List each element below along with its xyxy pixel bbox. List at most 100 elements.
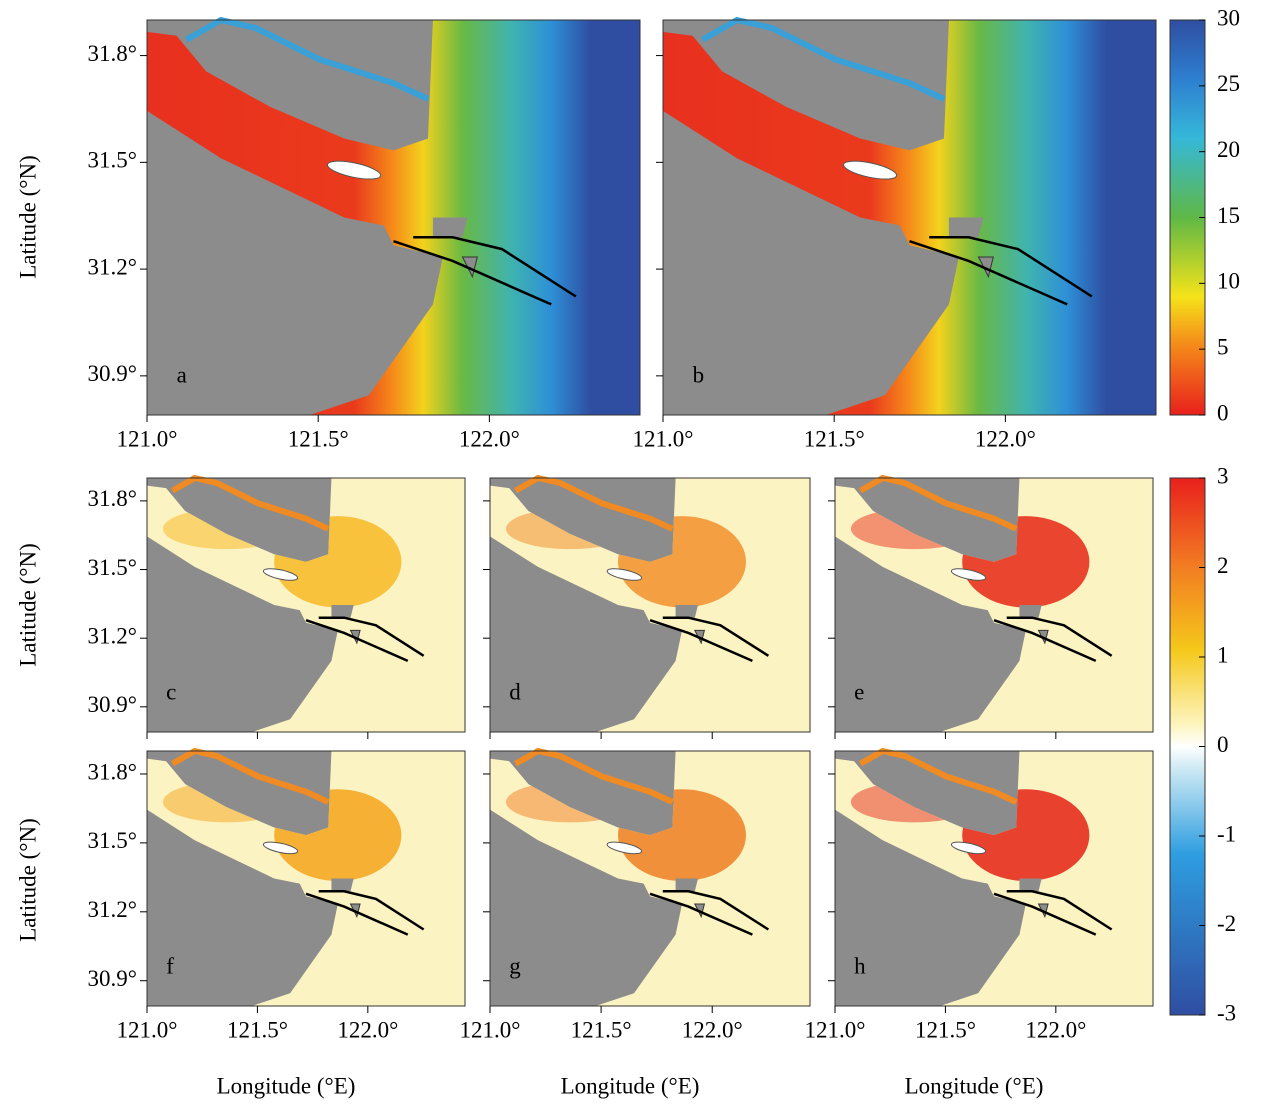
panel-label: a [177, 362, 187, 387]
north-branch [858, 474, 1018, 532]
colorbar-tick-label: 2 [1217, 553, 1229, 578]
x-axis-label: Longitude (°E) [561, 1073, 700, 1098]
shoal [948, 217, 984, 238]
y-tick-label: 31.2° [88, 897, 137, 922]
y-tick-label: 31.5° [88, 828, 137, 853]
jetty [413, 236, 577, 298]
colorbar-tick-label: -3 [1217, 1000, 1236, 1025]
shoal [331, 605, 354, 618]
y-axis-label: Latitude (°N) [15, 155, 40, 279]
y-tick-label: 31.2° [88, 623, 137, 648]
shoal [432, 217, 468, 238]
jetty [909, 240, 1068, 306]
north-branch [514, 474, 674, 532]
north-branch [170, 474, 330, 532]
island [606, 568, 643, 581]
y-axis-label: Latitude (°N) [15, 818, 40, 942]
panel-frame [834, 750, 1154, 1007]
jetty [662, 616, 770, 657]
panel-label: b [693, 362, 705, 387]
jetty [649, 619, 753, 663]
jetty [305, 892, 409, 936]
panel-frame [146, 477, 466, 733]
panel-label: h [854, 953, 866, 978]
shoal [675, 878, 698, 892]
panel-frame [146, 19, 641, 416]
shoal [1019, 878, 1042, 892]
jetty [1006, 616, 1113, 657]
y-tick-label: 31.8° [88, 41, 137, 66]
jetty [662, 890, 770, 931]
colorbar-tick-label: 10 [1217, 269, 1240, 294]
island [262, 568, 299, 581]
y-axis-label: Latitude (°N) [15, 543, 40, 667]
y-tick-label: 31.8° [88, 486, 137, 511]
x-tick-label: 121.0° [117, 426, 178, 451]
island [950, 841, 987, 855]
x-tick-label: 122.0° [1025, 1017, 1086, 1042]
colorbar-tick-label: 30 [1217, 5, 1240, 30]
colorbar-tick-label: 0 [1217, 400, 1229, 425]
island [262, 841, 299, 855]
north-branch [858, 747, 1018, 805]
water [147, 20, 640, 415]
colorbar-tick-label: -1 [1217, 821, 1236, 846]
x-tick-label: 122.0° [975, 426, 1036, 451]
panel-label: c [166, 679, 176, 704]
colorbar-tick-label: 25 [1217, 71, 1240, 96]
x-tick-label: 121.0° [633, 426, 694, 451]
panel-label: e [854, 679, 864, 704]
water [663, 20, 1156, 415]
north-branch [170, 747, 330, 805]
y-tick-label: 31.2° [88, 254, 137, 279]
panel-frame [662, 19, 1157, 416]
y-tick-label: 30.9° [88, 692, 137, 717]
x-tick-label: 121.0° [805, 1017, 866, 1042]
jetty [318, 890, 425, 931]
y-tick-label: 31.8° [88, 759, 137, 784]
colorbar-tick-label: -2 [1217, 911, 1236, 936]
x-tick-label: 121.0° [117, 1017, 178, 1042]
y-tick-label: 30.9° [88, 966, 137, 991]
y-tick-label: 30.9° [88, 361, 137, 386]
shoal [331, 878, 354, 892]
jetty [1006, 890, 1113, 931]
island [606, 841, 643, 855]
colorbar-tick-label: 0 [1217, 732, 1229, 757]
colorbar-tick-label: 15 [1217, 203, 1240, 228]
panel-label: f [166, 953, 174, 978]
colorbar-tick-label: 20 [1217, 137, 1240, 162]
x-tick-label: 121.5° [288, 426, 349, 451]
jetty [929, 236, 1093, 298]
north-branch [514, 747, 674, 805]
y-tick-label: 31.5° [88, 555, 137, 580]
shoal [675, 605, 698, 618]
island [842, 160, 898, 180]
island [950, 568, 987, 581]
x-tick-label: 121.0° [460, 1017, 521, 1042]
x-tick-label: 121.5° [804, 426, 865, 451]
jetty [649, 892, 753, 936]
x-tick-label: 121.5° [571, 1017, 632, 1042]
panel-frame [489, 477, 811, 733]
shoal [1019, 605, 1042, 618]
jetty [993, 619, 1097, 663]
jetty [318, 616, 425, 657]
island [326, 160, 382, 180]
panel-frame [146, 750, 466, 1007]
north-branch [184, 16, 430, 102]
x-tick-label: 122.0° [337, 1017, 398, 1042]
x-tick-label: 121.5° [915, 1017, 976, 1042]
panel-label: d [509, 679, 521, 704]
x-tick-label: 122.0° [459, 426, 520, 451]
x-tick-label: 122.0° [682, 1017, 743, 1042]
y-tick-label: 31.5° [88, 148, 137, 173]
colorbar-tick-label: 1 [1217, 642, 1229, 667]
north-branch [700, 16, 946, 102]
jetty [393, 240, 552, 306]
panel-frame [489, 750, 811, 1007]
x-tick-label: 121.5° [227, 1017, 288, 1042]
colorbar-tick-label: 5 [1217, 334, 1229, 359]
panel-label: g [509, 953, 521, 978]
